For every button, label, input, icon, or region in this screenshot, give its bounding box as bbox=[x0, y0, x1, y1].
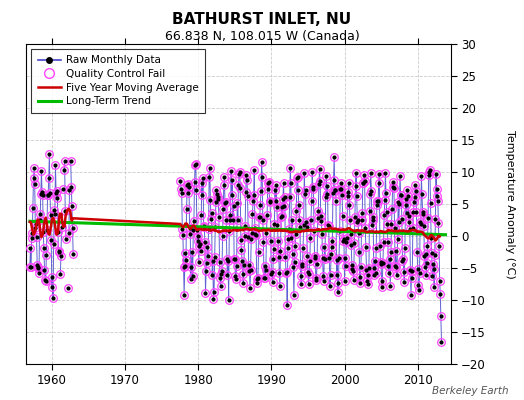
Text: 66.838 N, 108.015 W (Canada): 66.838 N, 108.015 W (Canada) bbox=[165, 30, 359, 43]
Y-axis label: Temperature Anomaly (°C): Temperature Anomaly (°C) bbox=[505, 130, 515, 278]
Text: Berkeley Earth: Berkeley Earth bbox=[432, 386, 508, 396]
Text: BATHURST INLET, NU: BATHURST INLET, NU bbox=[172, 12, 352, 27]
Legend: Raw Monthly Data, Quality Control Fail, Five Year Moving Average, Long-Term Tren: Raw Monthly Data, Quality Control Fail, … bbox=[31, 49, 205, 113]
